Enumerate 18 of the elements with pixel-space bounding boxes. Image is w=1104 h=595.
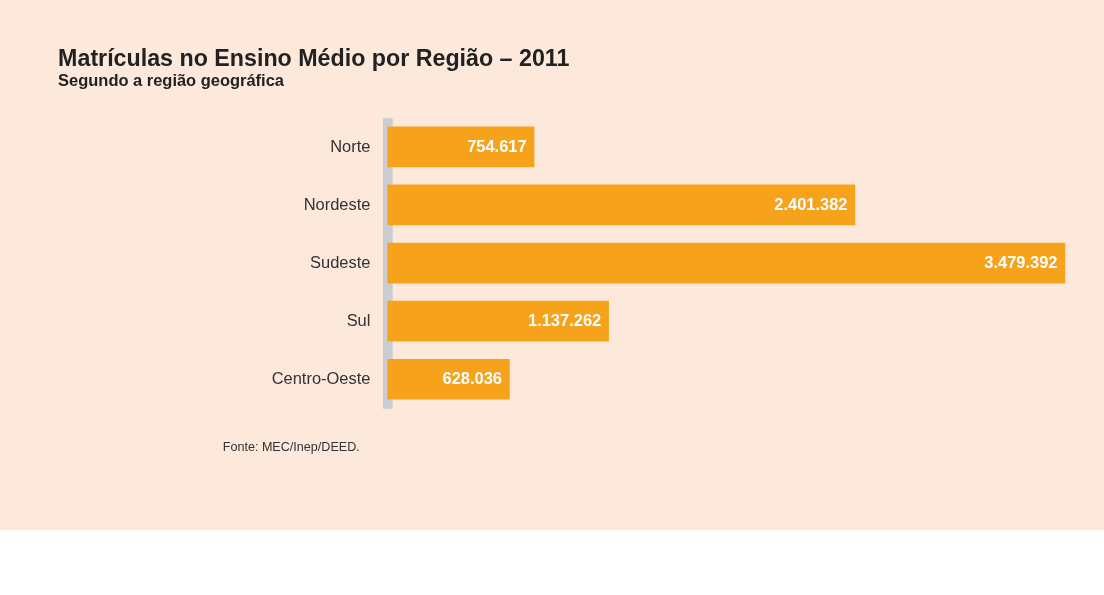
y-tick-label: Nordeste <box>303 194 371 213</box>
bar <box>387 126 535 168</box>
bar <box>387 184 856 226</box>
data-label: 2.401.382 <box>774 194 848 213</box>
bar <box>387 358 510 400</box>
data-label: 3.479.392 <box>984 252 1058 271</box>
data-label: 1.137.262 <box>527 311 602 330</box>
y-tick-label: Sul <box>346 311 371 330</box>
y-tick-label: Norte <box>330 136 371 155</box>
y-tick-label: Sudeste <box>310 252 371 271</box>
y-tick-label: Centro-Oeste <box>271 369 371 388</box>
text: Segundo a região geográfica <box>58 70 285 89</box>
data-label: 754.617 <box>467 136 527 155</box>
bar <box>387 300 609 342</box>
data-label: 628.036 <box>442 369 502 388</box>
bar <box>387 242 1066 284</box>
chart-title: Matrículas no Ensino Médio por Região – 2011 <box>58 44 570 71</box>
source-note: Fonte: MEC/Inep/DEED. <box>222 439 360 454</box>
